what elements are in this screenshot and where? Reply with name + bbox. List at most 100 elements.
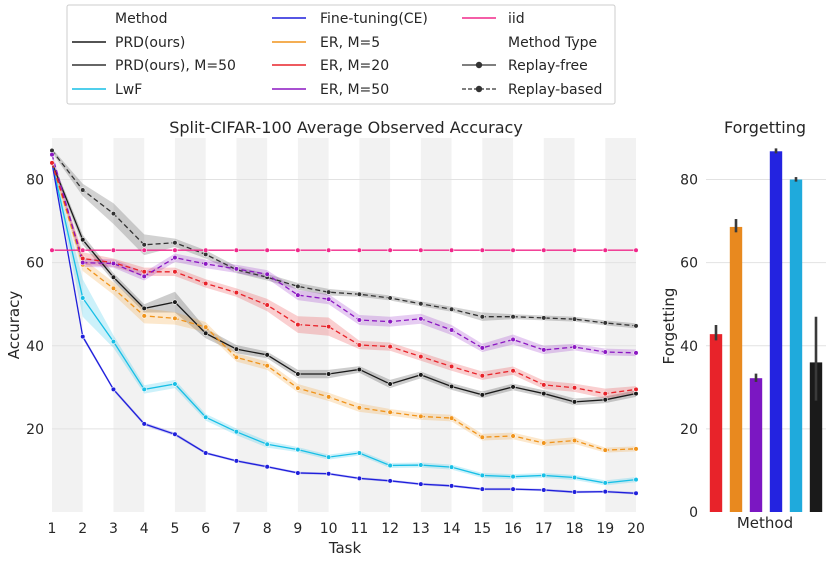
- point-prd-ours: [80, 237, 86, 243]
- series-points: [49, 147, 639, 496]
- point-er-m-5: [172, 315, 178, 321]
- error-bars: [714, 148, 818, 401]
- point-er-m-5: [479, 434, 485, 440]
- task-shading: [52, 138, 636, 512]
- point-lwf: [80, 295, 86, 301]
- point-er-m-20: [418, 353, 424, 360]
- point-prd-ours: [141, 305, 147, 311]
- point-er-m-50: [633, 350, 639, 356]
- task-shade-band: [482, 138, 514, 512]
- x-tick-label: 15: [473, 521, 491, 537]
- legend-method-header: Method: [115, 11, 168, 27]
- point-prd-ours-m-50: [387, 295, 393, 301]
- point-prd-ours: [110, 274, 117, 280]
- legend-label-fine-tuning-ce: Fine-tuning(CE): [320, 11, 428, 27]
- legend-label-prd-ours-m-50: PRD(ours), M=50: [115, 58, 236, 74]
- point-er-m-5: [571, 437, 578, 444]
- y-tick-label: 20: [26, 422, 44, 438]
- point-fine-tuning-ce: [541, 487, 547, 493]
- point-lwf: [233, 429, 240, 435]
- legend-type-header: Method Type: [508, 35, 597, 51]
- point-er-m-50: [602, 349, 608, 355]
- point-fine-tuning-ce: [479, 486, 485, 492]
- task-shade-band: [543, 138, 575, 512]
- point-prd-ours: [233, 346, 240, 352]
- line-lwf: [51, 162, 637, 484]
- x-tick-label: 1: [48, 521, 57, 537]
- point-iid: [510, 247, 516, 253]
- x-tick-label: 7: [232, 521, 241, 537]
- point-prd-ours-m-50: [633, 323, 639, 329]
- x-tick-label: 2: [78, 521, 87, 537]
- point-iid: [110, 247, 117, 253]
- band-prd-ours-m-50: [52, 148, 636, 329]
- point-prd-ours-m-50: [602, 320, 608, 326]
- x-tick-label: 5: [170, 521, 179, 537]
- point-iid: [233, 247, 240, 253]
- point-er-m-5: [418, 413, 424, 420]
- point-prd-ours-m-50: [418, 301, 424, 307]
- point-er-m-5: [295, 385, 301, 391]
- point-prd-ours: [326, 371, 332, 377]
- point-lwf: [203, 414, 209, 420]
- task-shade-band: [52, 138, 83, 512]
- point-fine-tuning-ce: [356, 475, 362, 481]
- point-prd-ours: [418, 372, 424, 378]
- x-tick-label: 17: [535, 521, 553, 537]
- x-tick-label: 6: [201, 521, 210, 537]
- legend-label-er-m-5: ER, M=5: [320, 35, 380, 51]
- point-lwf: [633, 476, 639, 483]
- y-tick-label: 60: [26, 256, 44, 272]
- point-lwf: [326, 454, 332, 460]
- x-tick-label: 8: [263, 521, 272, 537]
- x-tick-label: 10: [320, 521, 338, 537]
- point-lwf: [541, 472, 547, 479]
- forgetting-chart: 0 20 40 60 80 Forgetting Method Forgetting: [660, 118, 826, 532]
- point-iid: [479, 247, 485, 253]
- point-prd-ours-m-50: [295, 283, 301, 289]
- point-er-m-5: [326, 394, 332, 400]
- point-prd-ours: [602, 397, 608, 403]
- accuracy-chart-xlabel: Task: [328, 539, 362, 557]
- point-prd-ours-m-50: [541, 315, 547, 321]
- point-er-m-5: [602, 447, 608, 453]
- x-tick-label: 14: [443, 521, 461, 537]
- point-fine-tuning-ce: [633, 490, 639, 496]
- point-er-m-50: [571, 344, 578, 350]
- point-prd-ours: [387, 381, 393, 387]
- task-shade-band: [236, 138, 268, 512]
- point-iid: [80, 247, 86, 253]
- point-lwf: [448, 464, 455, 470]
- point-iid: [448, 247, 455, 253]
- point-lwf: [356, 450, 362, 456]
- bar-y-tick-label: 60: [680, 256, 698, 272]
- point-er-m-5: [633, 446, 639, 452]
- legend-label-lwf: LwF: [115, 82, 142, 98]
- bar-y-tick-label: 40: [680, 339, 698, 355]
- point-er-m-5: [110, 285, 117, 292]
- point-er-m-5: [387, 409, 393, 415]
- point-er-m-50: [141, 273, 147, 279]
- line-prd-ours: [51, 162, 637, 403]
- confidence-bands: [52, 148, 636, 495]
- point-prd-ours-m-50: [448, 306, 455, 312]
- point-er-m-5: [510, 433, 516, 439]
- line-er-m-5: [51, 162, 637, 451]
- point-er-m-50: [110, 260, 117, 267]
- point-er-m-5: [356, 405, 362, 411]
- point-iid: [203, 247, 209, 253]
- x-tick-label: 11: [350, 521, 368, 537]
- point-iid: [141, 247, 147, 253]
- bar-gridlines: [706, 179, 826, 430]
- point-er-m-20: [387, 344, 393, 350]
- point-iid: [172, 247, 178, 253]
- point-fine-tuning-ce: [326, 471, 332, 477]
- point-iid: [264, 247, 270, 253]
- point-er-m-20: [633, 386, 639, 393]
- point-lwf: [172, 381, 178, 387]
- legend-frame: [66, 4, 616, 105]
- point-er-m-50: [387, 319, 393, 325]
- point-er-m-20: [49, 160, 55, 166]
- x-tick-labels: 1 2 3 4 5 6 7 8 9 10 11 12 13 14 15 16 17 18 19 20: [48, 521, 645, 537]
- point-er-m-20: [479, 373, 485, 379]
